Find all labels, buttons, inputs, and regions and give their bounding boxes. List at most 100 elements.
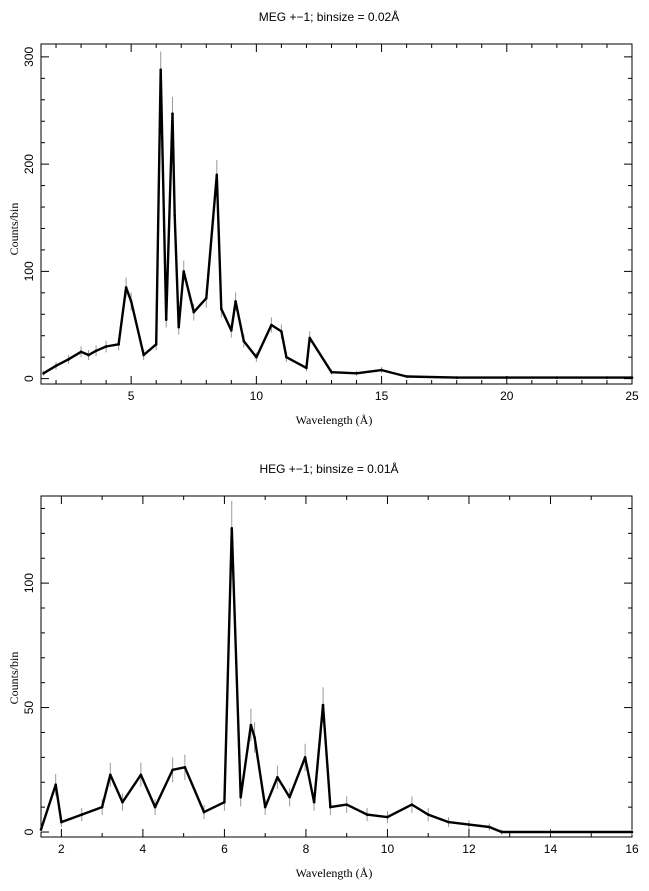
data-point xyxy=(405,375,408,378)
data-point xyxy=(230,329,233,332)
data-point xyxy=(549,830,552,834)
y-tick-label: 100 xyxy=(22,573,36,593)
data-point xyxy=(192,310,196,314)
x-tick-label: 16 xyxy=(625,842,639,856)
data-point xyxy=(285,355,288,359)
chart-title: MEG +−1; binsize = 0.02Å xyxy=(259,9,399,24)
axis-ticks: 5 10 15 20 25 0 100 200 300 xyxy=(22,44,639,403)
x-tick-label: 14 xyxy=(544,842,558,856)
data-point xyxy=(312,800,316,804)
data-point xyxy=(270,323,273,327)
y-axis-label: Counts/bin xyxy=(7,203,21,256)
data-point xyxy=(154,343,158,346)
data-point xyxy=(183,766,187,769)
data-point xyxy=(467,823,471,826)
data-point xyxy=(223,800,226,804)
x-tick-label: 25 xyxy=(625,389,639,403)
data-point xyxy=(204,296,208,300)
data-point xyxy=(117,343,120,346)
y-tick-label: 300 xyxy=(22,47,36,67)
x-tick-label: 10 xyxy=(381,842,395,856)
data-point xyxy=(124,286,128,289)
x-tick-label: 8 xyxy=(303,842,310,856)
data-point xyxy=(67,358,70,361)
data-point xyxy=(220,307,223,311)
data-point xyxy=(171,112,174,116)
data-point xyxy=(263,805,267,809)
data-point xyxy=(54,783,57,787)
data-point xyxy=(630,376,634,379)
data-point xyxy=(386,815,389,819)
data-point xyxy=(60,820,63,824)
data-point xyxy=(80,813,84,816)
x-tick-label: 12 xyxy=(462,842,476,856)
data-point xyxy=(242,339,246,343)
spectrum-line xyxy=(39,527,632,834)
data-point xyxy=(345,803,348,806)
data-point xyxy=(234,300,237,303)
x-tick-label: 5 xyxy=(128,389,135,403)
data-point xyxy=(153,805,157,809)
y-tick-label: 200 xyxy=(22,154,36,174)
data-point xyxy=(280,330,283,333)
data-point xyxy=(500,830,503,834)
y-tick-label: 0 xyxy=(22,828,36,835)
y-tick-label: 100 xyxy=(22,261,36,281)
x-axis-label: Wavelength (Å) xyxy=(296,866,373,880)
plot-frame xyxy=(40,43,633,385)
x-tick-label: 20 xyxy=(500,389,514,403)
data-point xyxy=(94,349,98,353)
x-tick-label: 4 xyxy=(140,842,147,856)
data-point xyxy=(108,773,112,777)
data-point xyxy=(605,376,609,379)
data-point xyxy=(100,805,104,809)
data-point xyxy=(255,355,258,359)
data-point xyxy=(321,703,325,707)
data-point xyxy=(177,325,181,329)
data-point xyxy=(182,270,186,273)
data-point xyxy=(39,828,43,831)
data-point xyxy=(630,830,634,834)
spectrum-points xyxy=(39,527,634,834)
data-point xyxy=(159,68,163,72)
data-point xyxy=(365,813,369,816)
data-point xyxy=(230,527,234,530)
data-point xyxy=(104,345,108,348)
x-tick-label: 10 xyxy=(250,389,264,403)
error-bars xyxy=(43,51,633,379)
data-point xyxy=(239,795,243,799)
data-point xyxy=(488,825,491,829)
data-point xyxy=(142,353,145,357)
data-point xyxy=(139,773,143,777)
data-point xyxy=(202,810,206,814)
data-point xyxy=(253,736,256,739)
y-tick-label: 0 xyxy=(22,375,36,382)
data-point xyxy=(129,300,133,303)
chart-title: HEG +−1; binsize = 0.01Å xyxy=(259,461,398,476)
data-point xyxy=(426,813,430,816)
data-point xyxy=(171,768,174,772)
data-point xyxy=(555,376,559,379)
plot-frame xyxy=(40,495,633,838)
data-point xyxy=(505,376,509,379)
data-point xyxy=(215,173,219,177)
data-point xyxy=(380,368,383,372)
data-point xyxy=(173,214,177,217)
x-tick-label: 15 xyxy=(375,389,389,403)
data-point xyxy=(42,371,45,375)
data-point xyxy=(249,723,253,727)
data-point xyxy=(79,350,83,354)
error-bars xyxy=(40,500,633,835)
data-point xyxy=(447,820,450,824)
x-axis-label: Wavelength (Å) xyxy=(296,413,373,427)
y-axis-label: Counts/bin xyxy=(7,652,21,705)
data-point xyxy=(305,366,308,370)
spectrum-line xyxy=(42,68,632,379)
x-tick-label: 2 xyxy=(58,842,65,856)
spectrum-points xyxy=(42,68,634,379)
data-point xyxy=(288,795,291,799)
data-point xyxy=(329,805,332,809)
y-tick-label: 50 xyxy=(22,701,36,715)
data-point xyxy=(308,336,312,340)
